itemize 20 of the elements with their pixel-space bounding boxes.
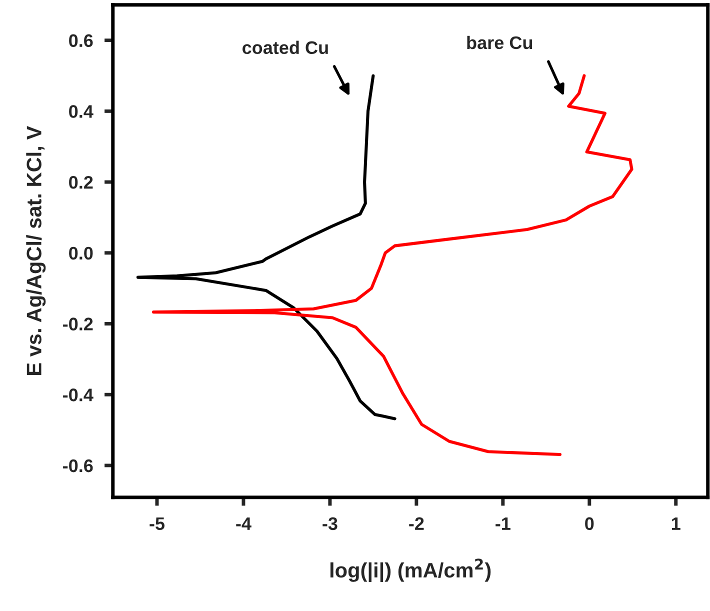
y-axis-title: E vs. Ag/AgCl/ sat. KCl, V	[26, 126, 46, 375]
x-tick-label: -1	[496, 517, 510, 530]
x-tick-label: 1	[672, 517, 680, 530]
x-axis-title: log(|i|) (mA/cm$^{2}$)	[330, 558, 491, 582]
x-tick-label: 0	[585, 517, 594, 530]
y-tick-label: 0.4	[69, 105, 94, 118]
line-series	[136, 74, 396, 420]
y-tick-label: 0.2	[69, 176, 93, 189]
x-tick-label: -4	[236, 517, 252, 530]
y-tick-label: -0.4	[63, 388, 94, 402]
y-tick-label: -0.2	[63, 318, 93, 330]
line-series	[152, 74, 634, 456]
x-tick-label: -3	[322, 517, 338, 530]
y-tick-label: 0.6	[69, 34, 93, 48]
y-tick-label: -0.6	[63, 459, 93, 472]
x-tick-label: -2	[409, 517, 424, 530]
annotation: coated Cu	[242, 40, 328, 54]
annotation: bare Cu	[467, 36, 532, 50]
x-tick-label: -5	[150, 517, 165, 530]
y-tick-label: 0.0	[69, 246, 93, 260]
